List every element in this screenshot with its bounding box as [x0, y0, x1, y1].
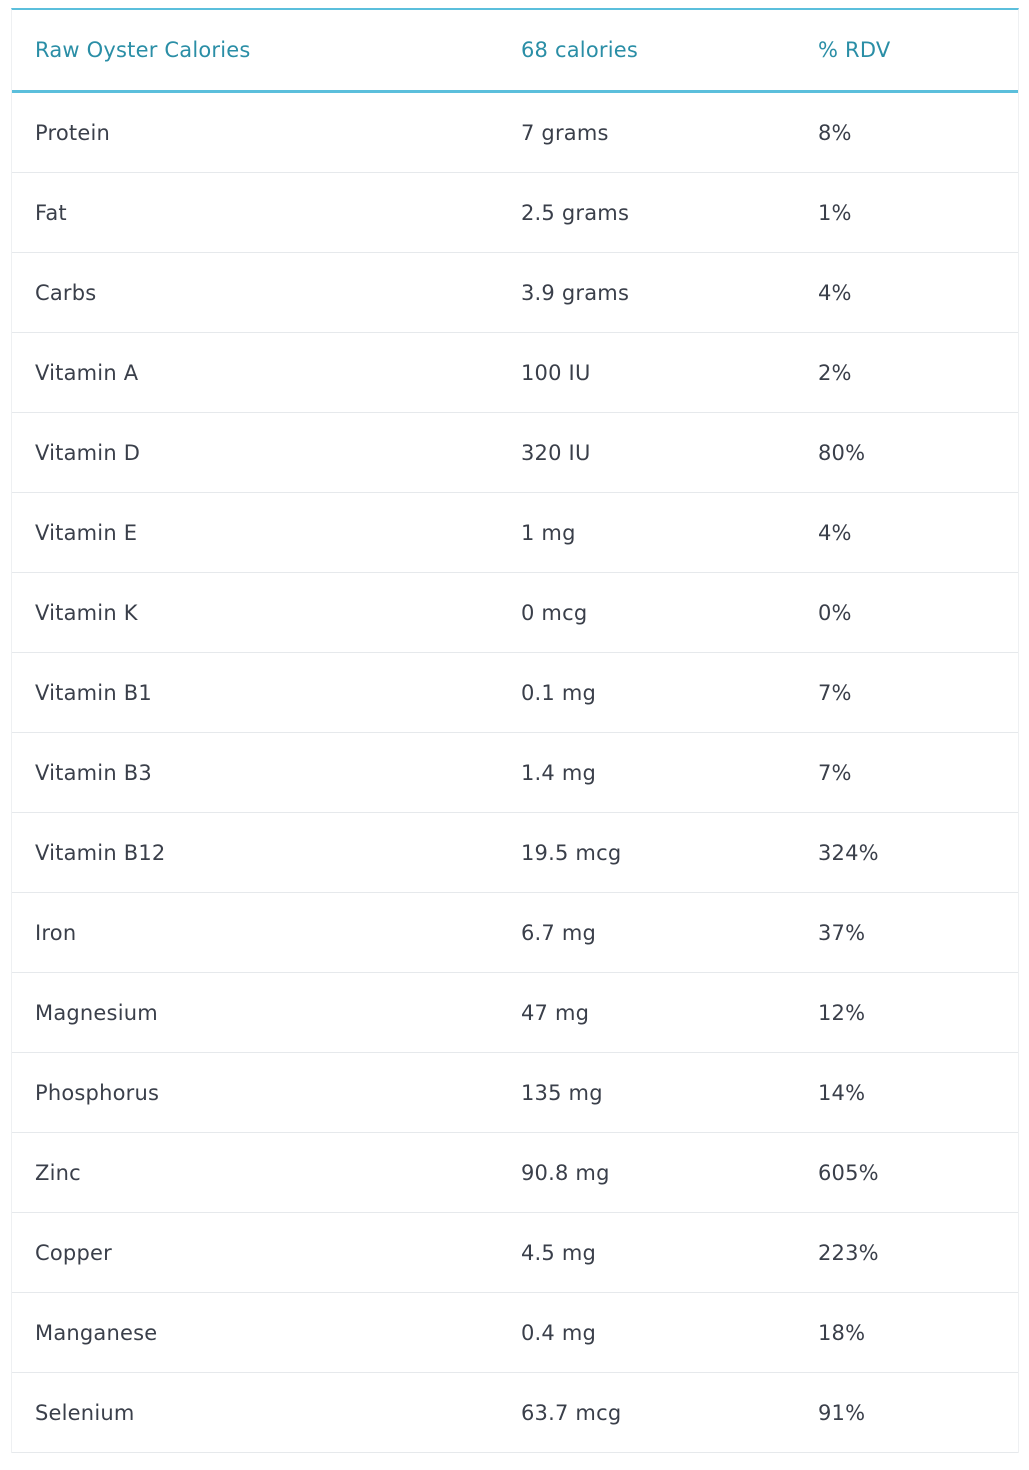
cell-nutrient: Vitamin D	[12, 412, 497, 493]
nutrition-table-container: Raw Oyster Calories 68 calories % RDV Pr…	[11, 8, 1019, 1453]
cell-nutrient: Zinc	[12, 1132, 497, 1213]
cell-rdv: 7%	[795, 732, 1018, 813]
cell-nutrient: Iron	[12, 892, 497, 973]
cell-rdv: 605%	[795, 1132, 1018, 1213]
cell-nutrient: Manganese	[12, 1292, 497, 1373]
table-row: Iron 6.7 mg 37%	[12, 892, 1018, 973]
table-body: Protein 7 grams 8% Fat 2.5 grams 1% Carbs 3.9 g…	[12, 91, 1018, 1453]
cell-amount: 1 mg	[497, 492, 795, 573]
cell-nutrient: Copper	[12, 1212, 497, 1293]
cell-nutrient: Vitamin E	[12, 492, 497, 573]
cell-amount: 320 IU	[497, 412, 795, 493]
cell-nutrient: Fat	[12, 172, 497, 253]
cell-rdv: 4%	[795, 492, 1018, 573]
table-row: Zinc 90.8 mg 605%	[12, 1132, 1018, 1213]
cell-rdv: 7%	[795, 652, 1018, 733]
table-row: Manganese 0.4 mg 18%	[12, 1292, 1018, 1373]
cell-nutrient: Vitamin B3	[12, 732, 497, 813]
cell-nutrient: Vitamin B12	[12, 812, 497, 893]
table-row: Fat 2.5 grams 1%	[12, 172, 1018, 253]
cell-rdv: 37%	[795, 892, 1018, 973]
cell-amount: 47 mg	[497, 972, 795, 1053]
cell-rdv: 324%	[795, 812, 1018, 893]
cell-amount: 63.7 mcg	[497, 1372, 795, 1453]
table-header: Raw Oyster Calories 68 calories % RDV	[12, 10, 1018, 93]
table-row: Vitamin B12 19.5 mcg 324%	[12, 812, 1018, 893]
cell-amount: 100 IU	[497, 332, 795, 413]
cell-nutrient: Selenium	[12, 1372, 497, 1453]
cell-amount: 19.5 mcg	[497, 812, 795, 893]
cell-rdv: 80%	[795, 412, 1018, 493]
table-row: Phosphorus 135 mg 14%	[12, 1052, 1018, 1133]
cell-rdv: 18%	[795, 1292, 1018, 1373]
cell-amount: 0.1 mg	[497, 652, 795, 733]
cell-amount: 90.8 mg	[497, 1132, 795, 1213]
cell-nutrient: Carbs	[12, 252, 497, 333]
cell-amount: 3.9 grams	[497, 252, 795, 333]
table-row: Vitamin B3 1.4 mg 7%	[12, 732, 1018, 813]
nutrition-table: Raw Oyster Calories 68 calories % RDV Pr…	[12, 10, 1018, 1453]
cell-amount: 6.7 mg	[497, 892, 795, 973]
header-nutrient: Raw Oyster Calories	[12, 10, 497, 93]
cell-nutrient: Phosphorus	[12, 1052, 497, 1133]
cell-rdv: 91%	[795, 1372, 1018, 1453]
cell-nutrient: Vitamin B1	[12, 652, 497, 733]
cell-amount: 135 mg	[497, 1052, 795, 1133]
cell-amount: 7 grams	[497, 91, 795, 173]
table-row: Vitamin A 100 IU 2%	[12, 332, 1018, 413]
cell-rdv: 8%	[795, 91, 1018, 173]
header-amount: 68 calories	[497, 10, 795, 93]
table-row: Vitamin B1 0.1 mg 7%	[12, 652, 1018, 733]
table-row: Vitamin D 320 IU 80%	[12, 412, 1018, 493]
cell-nutrient: Magnesium	[12, 972, 497, 1053]
cell-nutrient: Protein	[12, 91, 497, 173]
table-row: Copper 4.5 mg 223%	[12, 1212, 1018, 1293]
table-row: Selenium 63.7 mcg 91%	[12, 1372, 1018, 1453]
cell-nutrient: Vitamin K	[12, 572, 497, 653]
table-row: Magnesium 47 mg 12%	[12, 972, 1018, 1053]
cell-amount: 0.4 mg	[497, 1292, 795, 1373]
cell-amount: 0 mcg	[497, 572, 795, 653]
table-row: Carbs 3.9 grams 4%	[12, 252, 1018, 333]
cell-amount: 4.5 mg	[497, 1212, 795, 1293]
cell-amount: 2.5 grams	[497, 172, 795, 253]
cell-rdv: 0%	[795, 572, 1018, 653]
table-row: Protein 7 grams 8%	[12, 91, 1018, 173]
cell-amount: 1.4 mg	[497, 732, 795, 813]
cell-nutrient: Vitamin A	[12, 332, 497, 413]
cell-rdv: 14%	[795, 1052, 1018, 1133]
header-rdv: % RDV	[795, 10, 1018, 93]
cell-rdv: 4%	[795, 252, 1018, 333]
cell-rdv: 1%	[795, 172, 1018, 253]
header-row: Raw Oyster Calories 68 calories % RDV	[12, 10, 1018, 93]
cell-rdv: 2%	[795, 332, 1018, 413]
cell-rdv: 223%	[795, 1212, 1018, 1293]
cell-rdv: 12%	[795, 972, 1018, 1053]
